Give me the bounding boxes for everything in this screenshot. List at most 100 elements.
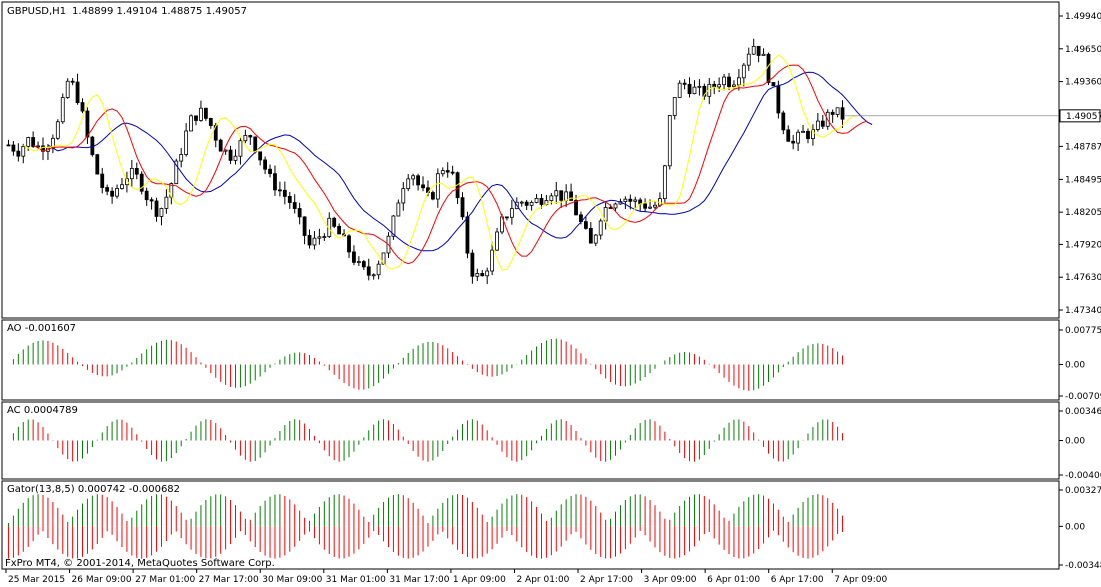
main-price-panel[interactable]: 1.49940 1.49650 1.49360 1.48787 1.48495 1.482… xyxy=(1,1,1101,319)
bull-candle xyxy=(722,76,726,86)
ac-panel[interactable]: 0.003469 0.00 -0.004061 AC 0.0004789 xyxy=(1,401,1101,481)
bull-candle xyxy=(717,84,722,88)
bear-candle xyxy=(218,139,223,152)
time-tick-label: 26 Mar 09:00 xyxy=(72,575,132,585)
ma-slow-line xyxy=(47,71,873,252)
bear-candle xyxy=(149,199,154,202)
bull-candle xyxy=(598,220,603,236)
time-tick-label: 6 Apr 01:00 xyxy=(707,575,760,585)
price-tick-label: 1.49940 xyxy=(1065,12,1101,22)
bull-candle xyxy=(519,201,524,204)
bull-candle xyxy=(174,160,179,184)
bear-candle xyxy=(687,83,692,95)
bull-candle xyxy=(243,135,248,142)
bear-candle xyxy=(806,130,810,140)
bull-candle xyxy=(564,191,569,201)
ao-panel-frame xyxy=(1,319,1060,401)
time-axis[interactable]: 25 Mar 2015 26 Mar 09:00 27 Mar 01:00 27 Ma… xyxy=(5,569,887,585)
bull-candle xyxy=(120,184,124,189)
bear-candle xyxy=(194,115,198,121)
ao-panel[interactable]: 0.007754 0.00 -0.007093 AO -0.001607 xyxy=(1,319,1101,402)
bull-candle xyxy=(164,196,169,209)
bull-candle xyxy=(554,190,559,197)
bear-candle xyxy=(278,189,282,192)
bull-candle xyxy=(741,64,746,79)
time-tick-label: 30 Mar 09:00 xyxy=(262,575,322,585)
time-tick-label: 6 Apr 17:00 xyxy=(771,575,824,585)
gator-panel[interactable]: 0.003273 0.00 -0.00348 Gator(13,8,5) 0.000… xyxy=(1,480,1101,571)
candlestick-plot[interactable] xyxy=(6,38,1059,285)
bear-candle xyxy=(228,149,233,161)
bull-candle xyxy=(159,208,164,217)
ac-histogram xyxy=(12,419,844,462)
bull-candle xyxy=(312,237,317,246)
bull-candle xyxy=(233,155,238,161)
price-tick-label: 1.47920 xyxy=(1065,240,1101,250)
price-tick-label: 1.47340 xyxy=(1065,306,1101,316)
bear-candle xyxy=(139,173,144,192)
bull-candle xyxy=(697,85,702,88)
bear-candle xyxy=(524,201,529,206)
bull-candle xyxy=(801,130,805,133)
bull-candle xyxy=(396,202,401,217)
ma-fast-line xyxy=(23,54,858,271)
ao-axis: 0.007754 0.00 -0.007093 xyxy=(1059,326,1101,402)
bull-candle xyxy=(835,107,840,115)
bear-candle xyxy=(154,200,159,217)
bull-candle xyxy=(751,45,756,55)
bull-candle xyxy=(811,129,815,140)
bull-candle xyxy=(529,202,534,206)
bull-candle xyxy=(317,236,322,239)
bear-candle xyxy=(830,111,835,115)
time-tick-label: 27 Mar 17:00 xyxy=(199,575,259,585)
bear-candle xyxy=(470,252,475,277)
osc-tick-label: -0.007093 xyxy=(1065,392,1101,402)
gator-panel-frame xyxy=(1,480,1060,570)
bear-candle xyxy=(756,45,761,56)
bull-candle xyxy=(549,195,554,201)
bull-candle xyxy=(371,274,376,277)
bear-candle xyxy=(208,117,213,126)
ma-mid-line xyxy=(32,64,868,265)
bull-candle xyxy=(633,199,638,202)
bear-candle xyxy=(337,225,342,235)
bull-candle xyxy=(761,53,766,56)
bull-candle xyxy=(115,188,119,197)
bull-candle xyxy=(179,154,184,162)
bear-candle xyxy=(332,217,337,227)
bull-candle xyxy=(796,131,801,144)
ac-panel-frame xyxy=(1,401,1060,480)
bear-candle xyxy=(786,129,791,142)
bear-candle xyxy=(248,135,253,138)
bear-candle xyxy=(263,159,268,170)
time-tick-label: 31 Mar 01:00 xyxy=(326,575,386,585)
osc-tick-label: 0.00 xyxy=(1065,522,1085,532)
osc-tick-label: 0.00 xyxy=(1065,436,1085,446)
bear-candle xyxy=(273,173,277,191)
bear-candle xyxy=(771,82,776,87)
time-tick-label: 1 Apr 09:00 xyxy=(453,575,506,585)
bull-candle xyxy=(490,249,495,272)
bull-candle xyxy=(648,206,652,209)
bear-candle xyxy=(505,216,509,219)
bear-candle xyxy=(450,171,455,174)
time-tick-label: 2 Apr 17:00 xyxy=(580,575,633,585)
bull-candle xyxy=(692,86,697,95)
bear-candle xyxy=(608,207,613,209)
bear-candle xyxy=(682,82,687,85)
bull-candle xyxy=(55,121,60,139)
bear-candle xyxy=(253,136,258,153)
bull-candle xyxy=(376,263,381,276)
bear-candle xyxy=(421,184,425,189)
price-axis[interactable]: 1.49940 1.49650 1.49360 1.48787 1.48495 1.482… xyxy=(1059,12,1101,316)
bear-candle xyxy=(465,216,470,254)
time-tick-label: 31 Mar 17:00 xyxy=(389,575,449,585)
bear-candle xyxy=(95,154,100,175)
bear-candle xyxy=(361,261,366,268)
bull-candle xyxy=(65,80,70,98)
time-tick-label: 27 Mar 01:00 xyxy=(135,575,195,585)
bear-candle xyxy=(307,235,312,246)
price-tick-label: 1.49650 xyxy=(1065,45,1101,55)
bear-candle xyxy=(268,168,272,175)
